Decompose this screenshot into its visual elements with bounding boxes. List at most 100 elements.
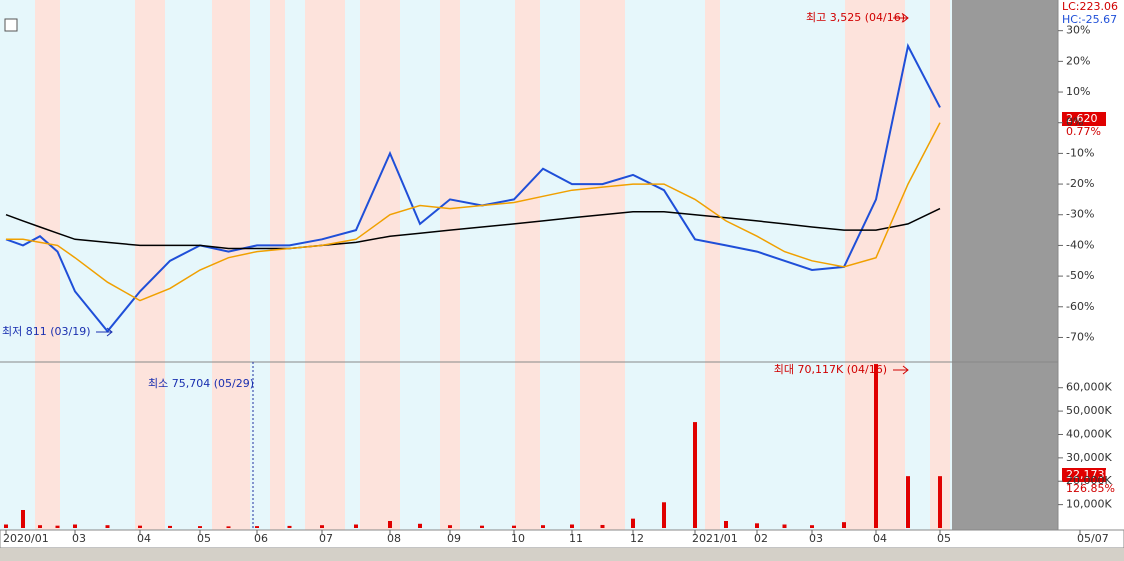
x-tick-label: 04 bbox=[137, 532, 151, 545]
volume-bar bbox=[354, 524, 358, 528]
volume-bar bbox=[662, 502, 666, 528]
x-tick-label: 02 bbox=[754, 532, 768, 545]
x-tick-label: 11 bbox=[569, 532, 583, 545]
x-tick-label: 06 bbox=[254, 532, 268, 545]
volume-bar bbox=[541, 525, 545, 528]
x-tick-label: 07 bbox=[319, 532, 333, 545]
band bbox=[705, 0, 720, 530]
band bbox=[360, 0, 400, 530]
y-tick-label: -30% bbox=[1066, 208, 1094, 221]
x-axis bbox=[0, 529, 1124, 549]
volume-bar bbox=[631, 518, 635, 528]
volume-box bbox=[1062, 468, 1106, 482]
band bbox=[515, 0, 540, 530]
volume-bar bbox=[755, 523, 759, 528]
volume-bar bbox=[782, 524, 787, 528]
hc-label: HC:-25.67 bbox=[1062, 13, 1117, 26]
x-tick-label: 12 bbox=[630, 532, 644, 545]
low-annotation: 최저 811 (03/19) bbox=[2, 325, 91, 338]
volume-bar bbox=[448, 525, 452, 528]
volume-bar bbox=[21, 509, 25, 528]
y-tick-label: 20,000K bbox=[1066, 474, 1112, 487]
volume-bar bbox=[138, 525, 142, 528]
band bbox=[35, 0, 60, 530]
x-tick-label: 03 bbox=[72, 532, 86, 545]
y-tick-label: -20% bbox=[1066, 177, 1094, 190]
volume-bar bbox=[226, 526, 231, 528]
y-tick-label: 10,000K bbox=[1066, 498, 1112, 511]
y-tick-label: 40,000K bbox=[1066, 427, 1112, 440]
price-line bbox=[5, 43, 941, 333]
volume-bar bbox=[320, 525, 324, 528]
band bbox=[270, 0, 285, 530]
x-tick-label: 03 bbox=[809, 532, 823, 545]
volume-bar bbox=[55, 525, 60, 528]
price-box bbox=[1062, 112, 1106, 126]
y-tick-label: 10% bbox=[1066, 85, 1090, 98]
scrollbar bbox=[0, 548, 1124, 561]
background-bands bbox=[0, 0, 952, 530]
y-tick-label: 0% bbox=[1066, 116, 1083, 129]
y-tick-label: 50,000K bbox=[1066, 404, 1112, 417]
y-tick-label: -50% bbox=[1066, 269, 1094, 282]
x-tick-label: 05/07 bbox=[1077, 532, 1109, 545]
high-annotation: 최고 3,525 (04/16) bbox=[806, 11, 905, 24]
volume-bar bbox=[724, 520, 728, 528]
menu-icon[interactable] bbox=[4, 18, 18, 32]
volume-bar bbox=[512, 525, 516, 528]
x-tick-label: 05 bbox=[197, 532, 211, 545]
y-tick-label: 20% bbox=[1066, 54, 1090, 67]
volume-bar bbox=[693, 422, 697, 528]
vol-min-annotation: 최소 75,704 (05/29) bbox=[148, 377, 254, 390]
future-area bbox=[952, 0, 1058, 530]
volume-ratio: 126.85% bbox=[1066, 482, 1115, 495]
band bbox=[135, 0, 165, 530]
volume-bar bbox=[105, 525, 110, 528]
volume-bar bbox=[874, 364, 878, 528]
arrow bbox=[96, 327, 113, 337]
x-tick-label: 08 bbox=[387, 532, 401, 545]
band bbox=[930, 0, 950, 530]
volume-bar bbox=[938, 476, 942, 528]
volume-bar bbox=[810, 525, 814, 528]
volume-bar bbox=[73, 524, 77, 528]
volume-bar bbox=[255, 526, 259, 528]
band bbox=[580, 0, 625, 530]
volume-bar bbox=[480, 525, 484, 528]
y-tick-label: 30% bbox=[1066, 24, 1090, 37]
x-tick-label: 2021/01 bbox=[692, 532, 738, 545]
band bbox=[440, 0, 460, 530]
y-tick-label: 30,000K bbox=[1066, 451, 1112, 464]
last-change: 0.77% bbox=[1066, 125, 1101, 138]
arrow bbox=[893, 13, 909, 23]
band bbox=[305, 0, 345, 530]
volume-bar bbox=[600, 524, 605, 528]
lc-label: LC:223.06 bbox=[1062, 0, 1118, 13]
volume-bar bbox=[906, 476, 910, 528]
y-tick-label: 60,000K bbox=[1066, 381, 1112, 394]
volume-bar bbox=[198, 526, 202, 528]
y-tick-label: -10% bbox=[1066, 146, 1094, 159]
volume-bar bbox=[570, 524, 574, 528]
volume-bar bbox=[842, 522, 846, 528]
volume-bar bbox=[418, 523, 422, 528]
last-volume: 22,173K bbox=[1066, 468, 1112, 481]
x-tick-label: 04 bbox=[873, 532, 887, 545]
volume-bar bbox=[4, 524, 8, 528]
volume-bar bbox=[287, 525, 292, 528]
volume-bar bbox=[388, 520, 392, 528]
price-line bbox=[5, 207, 941, 250]
x-tick-label: 10 bbox=[511, 532, 525, 545]
volume-bar bbox=[168, 525, 172, 528]
y-tick-label: -70% bbox=[1066, 330, 1094, 343]
last-price: 2,620 bbox=[1066, 112, 1098, 125]
arrow bbox=[893, 365, 909, 375]
vol-max-annotation: 최대 70,117K (04/16) bbox=[774, 363, 887, 376]
band bbox=[212, 0, 250, 530]
y-tick-label: -40% bbox=[1066, 238, 1094, 251]
volume-bar bbox=[38, 525, 42, 528]
x-tick-label: 2020/01 bbox=[3, 532, 49, 545]
x-tick-label: 09 bbox=[447, 532, 461, 545]
x-tick-label: 05 bbox=[937, 532, 951, 545]
